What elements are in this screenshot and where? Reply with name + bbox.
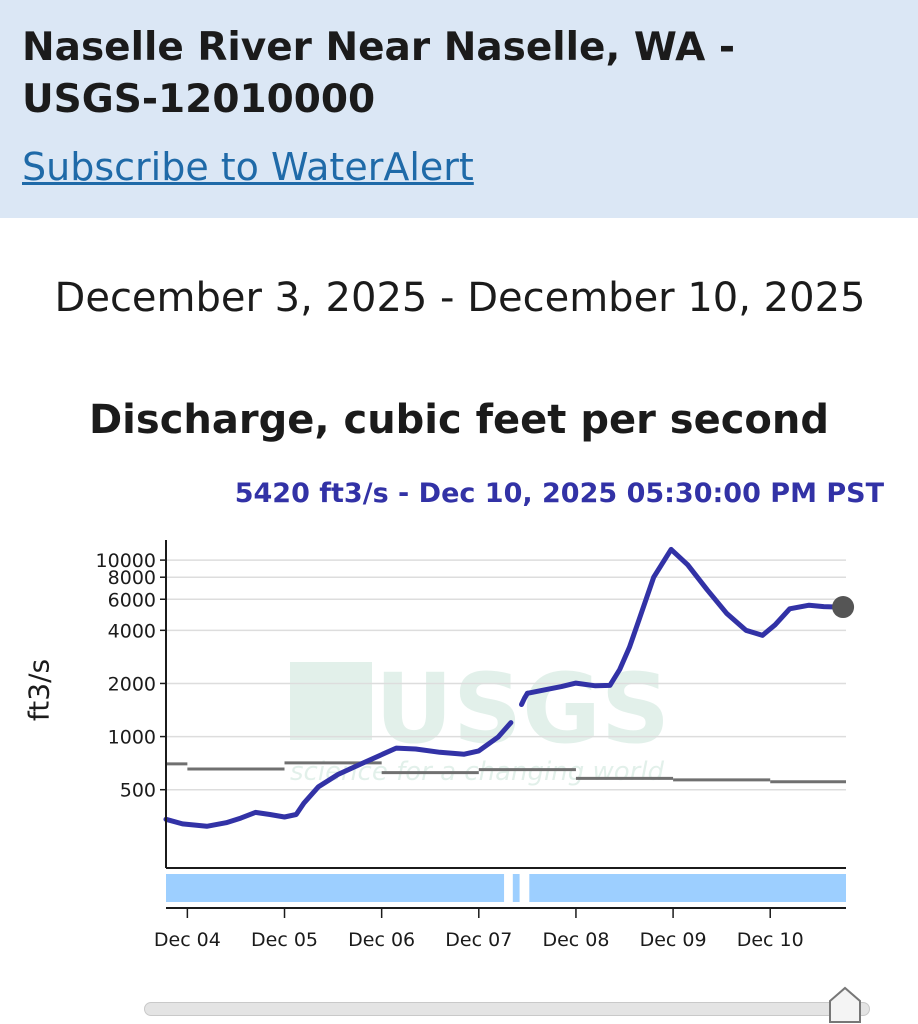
x-axis: Dec 04 Dec 05 Dec 06 Dec 07 Dec 08 Dec 09 Dec …	[154, 908, 804, 951]
x-tick-label: Dec 06	[348, 929, 415, 951]
x-tick-label: Dec 07	[445, 929, 512, 951]
discharge-series	[163, 546, 839, 829]
current-value-marker[interactable]	[832, 596, 855, 619]
usgs-watermark: USGS science for a changing world	[290, 653, 670, 787]
x-tick-label: Dec 08	[542, 929, 609, 951]
availability-segment	[529, 874, 846, 902]
y-tick-label: 10000	[96, 550, 156, 572]
availability-segment	[512, 874, 520, 902]
date-range: December 3, 2025 - December 10, 2025	[54, 275, 866, 321]
grid-lines	[166, 559, 846, 791]
y-tick-label: 4000	[108, 620, 156, 642]
slider-handle-icon[interactable]	[828, 986, 862, 1024]
x-tick-label: Dec 04	[154, 929, 221, 951]
y-tick-label: 2000	[108, 673, 156, 695]
subscribe-link[interactable]: Subscribe to WaterAlert	[22, 145, 474, 189]
parameter-title: Discharge, cubic feet per second	[88, 397, 830, 443]
page-title: Naselle River Near Naselle, WA - USGS-12…	[22, 25, 736, 122]
discharge-line	[524, 546, 839, 696]
y-tick-label: 500	[120, 780, 156, 802]
discharge-line	[163, 720, 514, 829]
discharge-chart[interactable]: USGS science for a changing world 100008…	[0, 520, 918, 960]
time-range-slider[interactable]	[144, 1002, 870, 1016]
y-tick-label: 1000	[108, 727, 156, 749]
y-tick-label: 8000	[108, 567, 156, 589]
site-header: Naselle River Near Naselle, WA - USGS-12…	[0, 0, 918, 218]
hover-tooltip: 5420 ft3/s - Dec 10, 2025 05:30:00 PM PS…	[234, 478, 884, 509]
availability-segment	[166, 874, 505, 902]
data-availability-bar	[166, 874, 846, 902]
x-tick-label: Dec 09	[640, 929, 707, 951]
usgs-logo-mark	[290, 662, 372, 740]
median-lines	[166, 761, 846, 784]
y-tick-label: 6000	[108, 589, 156, 611]
x-tick-label: Dec 05	[251, 929, 318, 951]
x-tick-label: Dec 10	[737, 929, 804, 951]
